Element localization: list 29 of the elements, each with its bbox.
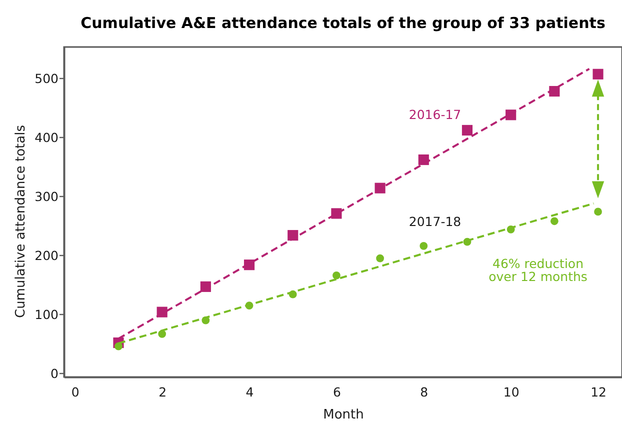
- point: [332, 272, 340, 280]
- y-tick-label: 400: [34, 130, 59, 145]
- y-tick-label: 100: [34, 306, 59, 322]
- y-tick-label: 300: [34, 188, 59, 204]
- x-tick-label: 8: [420, 384, 428, 400]
- point: [158, 330, 166, 338]
- x-axis-title: Month: [323, 408, 364, 421]
- y-tick-label: 200: [34, 248, 59, 263]
- series-label: 2017-18: [408, 214, 462, 229]
- point: [376, 254, 384, 262]
- x-tick-label: 6: [332, 384, 341, 400]
- y-axis-title: Cumulative attendance totals: [14, 124, 28, 318]
- point: [462, 124, 473, 136]
- x-tick-label: 10: [503, 384, 520, 400]
- x-tick-label: 12: [590, 384, 606, 400]
- point: [331, 208, 342, 219]
- point: [550, 217, 558, 226]
- x-tick-label: 2: [158, 384, 167, 400]
- point: [420, 242, 428, 250]
- series-label: 2016-17: [408, 107, 462, 122]
- point: [114, 342, 122, 350]
- point: [594, 208, 602, 216]
- annotation: 46% reduction over 12 months: [488, 256, 588, 284]
- x-tick-label: 4: [246, 384, 254, 400]
- x-tick-label: 0: [71, 384, 80, 400]
- y-tick-label: 500: [34, 70, 59, 86]
- chart-title: Cumulative A&E attendance totals of the group of 33 patients: [80, 14, 606, 32]
- y-tick-label: 0: [50, 366, 59, 381]
- point: [592, 68, 604, 80]
